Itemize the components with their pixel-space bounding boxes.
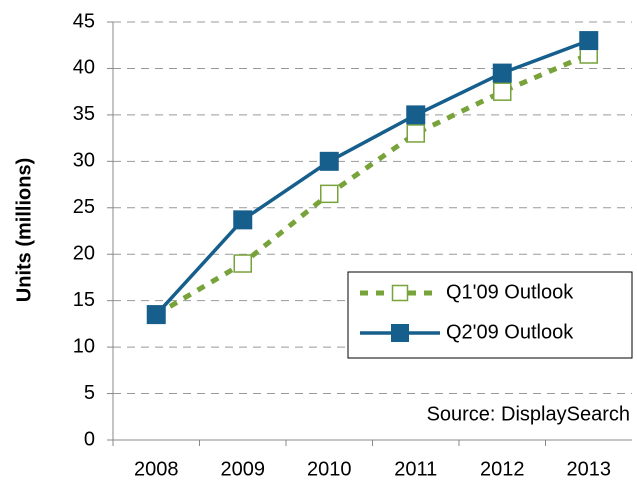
y-tick-label: 35: [73, 103, 95, 125]
x-tick-label: 2011: [394, 458, 437, 480]
marker: [493, 82, 512, 101]
y-tick-label: 40: [73, 57, 95, 79]
y-tick-label: 5: [84, 382, 95, 404]
x-tick-label: 2008: [134, 458, 179, 480]
legend-marker: [391, 324, 409, 342]
annotation-bg: [360, 400, 632, 430]
x-tick-label: 2012: [480, 458, 525, 480]
y-tick-label: 15: [73, 289, 95, 311]
y-tick-label: 10: [73, 335, 95, 357]
marker: [320, 184, 339, 204]
marker: [579, 31, 599, 51]
y-axis-label: Units (millions): [13, 158, 35, 302]
marker: [492, 63, 512, 83]
series-line: [154, 52, 590, 317]
y-tick-label: 30: [73, 150, 95, 172]
y-tick-label: 25: [73, 196, 95, 218]
marker: [146, 305, 166, 325]
marker: [406, 124, 425, 143]
x-tick-label: 2013: [567, 458, 612, 480]
legend-label: Q2'09 Outlook: [446, 321, 574, 343]
y-tick-label: 45: [73, 10, 95, 32]
marker: [319, 151, 339, 171]
marker: [233, 210, 253, 230]
legend-marker: [391, 284, 409, 302]
y-tick-label: 0: [84, 428, 95, 450]
marker: [233, 254, 252, 273]
series-line: [154, 38, 590, 316]
annotation: Source: DisplaySearch: [427, 403, 630, 425]
legend-label: Q1'09 Outlook: [446, 281, 574, 303]
y-tick-label: 20: [73, 243, 95, 265]
x-tick-label: 2010: [307, 458, 352, 480]
marker: [406, 105, 426, 125]
x-tick-label: 2009: [221, 458, 266, 480]
